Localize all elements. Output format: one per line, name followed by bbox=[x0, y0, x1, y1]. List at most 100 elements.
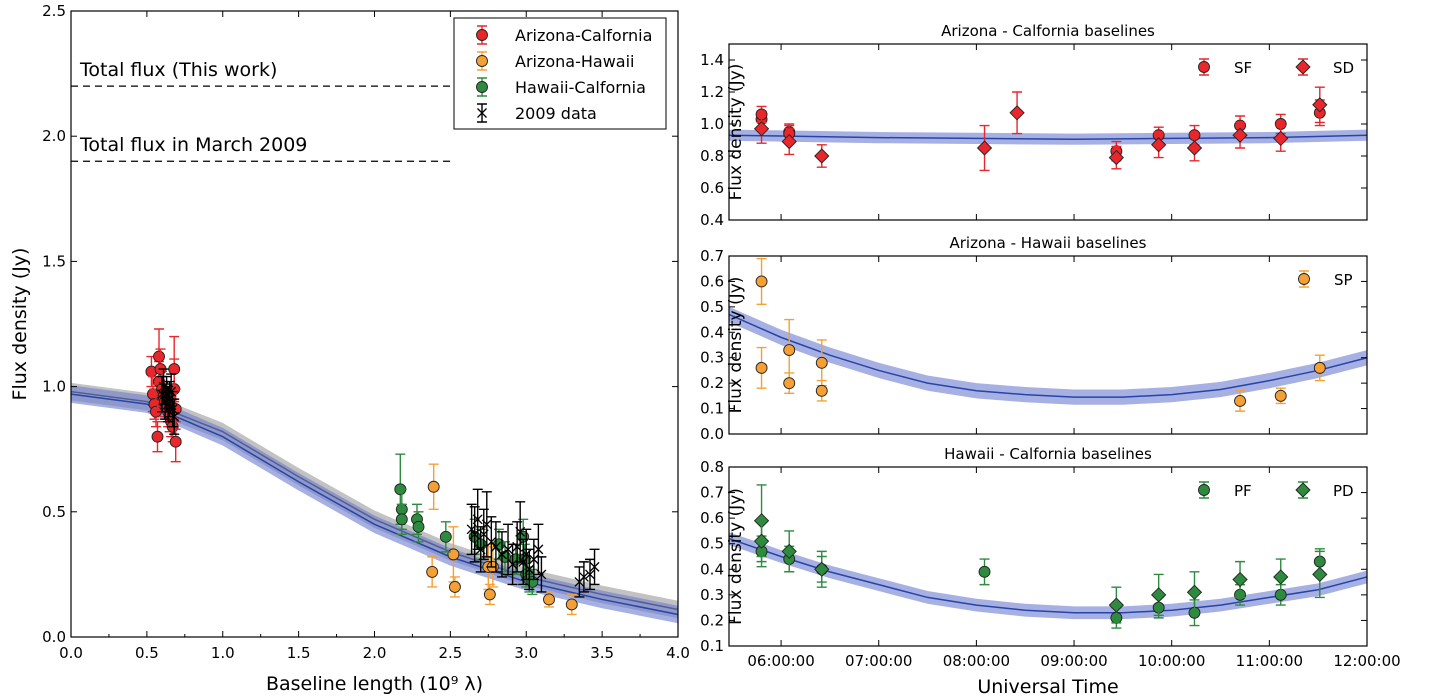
baseline-flux-panel: Total flux (This work) Total flux in Marc… bbox=[9, 2, 690, 695]
data-point bbox=[1274, 389, 1287, 402]
legend-label: Hawaii-Calfornia bbox=[515, 78, 646, 97]
legend: SP bbox=[1298, 270, 1353, 289]
y-axis-label: Flux density (Jy) bbox=[726, 64, 746, 201]
legend-marker bbox=[476, 29, 488, 41]
data-point bbox=[533, 544, 544, 555]
data-point bbox=[153, 350, 165, 363]
data-point bbox=[814, 561, 830, 577]
data-point bbox=[755, 361, 768, 374]
legend-label: PD bbox=[1333, 482, 1354, 500]
series-2009-data bbox=[157, 368, 600, 598]
y-tick-label: 1.4 bbox=[700, 51, 724, 69]
data-point bbox=[448, 580, 461, 593]
data-point bbox=[783, 344, 796, 357]
data-point bbox=[439, 530, 452, 543]
data-point bbox=[169, 411, 180, 422]
legend: Arizona-Calfornia Arizona-Hawaii Hawaii-Ca… bbox=[453, 17, 667, 130]
panel-title: Arizona - Hawaii baselines bbox=[950, 234, 1147, 252]
y-axis-label: Flux density (Jy) bbox=[726, 277, 746, 414]
data-point bbox=[503, 544, 513, 555]
x-tick-label: 3.5 bbox=[590, 644, 614, 662]
data-point bbox=[1186, 584, 1203, 600]
data-point bbox=[815, 384, 828, 397]
y-tick-label: 0.7 bbox=[700, 484, 724, 502]
y-tick-label: 0.5 bbox=[700, 535, 724, 553]
data-point bbox=[814, 148, 830, 164]
y-tick-label: 1.0 bbox=[700, 115, 724, 133]
y-tick-label: 1.5 bbox=[42, 252, 66, 270]
legend-marker bbox=[1295, 482, 1311, 498]
data-point bbox=[578, 571, 589, 582]
data-point bbox=[1108, 149, 1124, 166]
x-tick-label: 12:00:00 bbox=[1333, 652, 1400, 670]
y-tick-label: 0.8 bbox=[700, 147, 724, 165]
y-tick-label: 0.1 bbox=[700, 400, 724, 418]
x-tick-label: 2.0 bbox=[363, 644, 387, 662]
x-tick-label: 08:00:00 bbox=[943, 652, 1010, 670]
model-band bbox=[729, 129, 1367, 145]
data-point bbox=[1151, 137, 1167, 153]
x-tick-label: 07:00:00 bbox=[845, 652, 912, 670]
y-tick-label: 0.2 bbox=[700, 611, 724, 629]
arizona-california-time-panel: Arizona - Calfornia baselines 0.4 0.6 0.8 1.… bbox=[700, 22, 1368, 229]
y-tick-label: 0.3 bbox=[700, 586, 724, 604]
plot-frame bbox=[728, 466, 1368, 647]
data-point bbox=[1273, 130, 1289, 147]
y-tick-label: 0.0 bbox=[700, 425, 724, 443]
total-flux-label: Total flux in March 2009 bbox=[79, 134, 307, 156]
data-point bbox=[1312, 566, 1328, 583]
model-line bbox=[728, 134, 1368, 140]
data-point bbox=[978, 565, 991, 578]
y-tick-label: 0.4 bbox=[700, 323, 724, 341]
data-point bbox=[472, 514, 483, 525]
legend-marker bbox=[476, 81, 488, 93]
legend-label: SP bbox=[1334, 271, 1353, 289]
data-point bbox=[1186, 140, 1203, 156]
data-point bbox=[543, 593, 555, 606]
x-tick-label: 11:00:00 bbox=[1236, 652, 1303, 670]
legend-marker bbox=[477, 108, 487, 118]
y-tick-label: 0.6 bbox=[700, 509, 724, 527]
y-tick-label: 0.1 bbox=[700, 637, 724, 655]
y-tick-label: 0.2 bbox=[700, 374, 724, 392]
x-tick-label: 06:00:00 bbox=[747, 652, 814, 670]
y-tick-label: 0.3 bbox=[700, 349, 724, 367]
total-flux-label: Total flux (This work) bbox=[79, 59, 277, 81]
panel-title: Hawaii - Calfornia baselines bbox=[944, 445, 1152, 463]
data-point bbox=[168, 363, 181, 376]
legend-label: Arizona-Calfornia bbox=[515, 26, 652, 45]
data-point bbox=[585, 569, 595, 580]
legend-marker bbox=[1198, 61, 1210, 73]
plot-frame bbox=[728, 43, 1368, 221]
legend-marker bbox=[1198, 484, 1210, 496]
data-point bbox=[1232, 127, 1248, 143]
data-point bbox=[815, 356, 828, 369]
legend-marker bbox=[476, 55, 488, 67]
data-point bbox=[976, 140, 993, 156]
plot-frame bbox=[728, 255, 1368, 435]
data-point bbox=[589, 561, 600, 572]
x-tick-label: 0.0 bbox=[59, 644, 83, 662]
data-point bbox=[1234, 394, 1247, 407]
y-tick-label: 0.6 bbox=[700, 179, 724, 197]
y-axis-label: Flux density (Jy) bbox=[726, 488, 746, 625]
x-tick-label: 10:00:00 bbox=[1138, 652, 1205, 670]
data-point bbox=[753, 533, 770, 549]
y-tick-label: 0.6 bbox=[700, 272, 724, 290]
blue-model-line bbox=[70, 393, 679, 616]
legend-label: SF bbox=[1234, 59, 1252, 77]
model-line bbox=[728, 537, 1368, 614]
data-point bbox=[169, 435, 182, 448]
model-line bbox=[728, 313, 1368, 398]
x-axis-label: Universal Time bbox=[977, 676, 1118, 698]
y-tick-label: 0.4 bbox=[700, 560, 724, 578]
data-point bbox=[426, 565, 439, 578]
data-point bbox=[526, 575, 539, 588]
data-point bbox=[1312, 97, 1328, 113]
x-tick-label: 4.0 bbox=[666, 644, 690, 662]
data-point bbox=[524, 564, 535, 575]
x-axis-label: Baseline length (10⁹ λ) bbox=[266, 673, 483, 695]
y-tick-label: 0.7 bbox=[700, 247, 724, 265]
data-point bbox=[167, 404, 178, 415]
hawaii-california-time-panel: Hawaii - Calfornia baselines 06:00:00 07:0… bbox=[700, 445, 1401, 698]
